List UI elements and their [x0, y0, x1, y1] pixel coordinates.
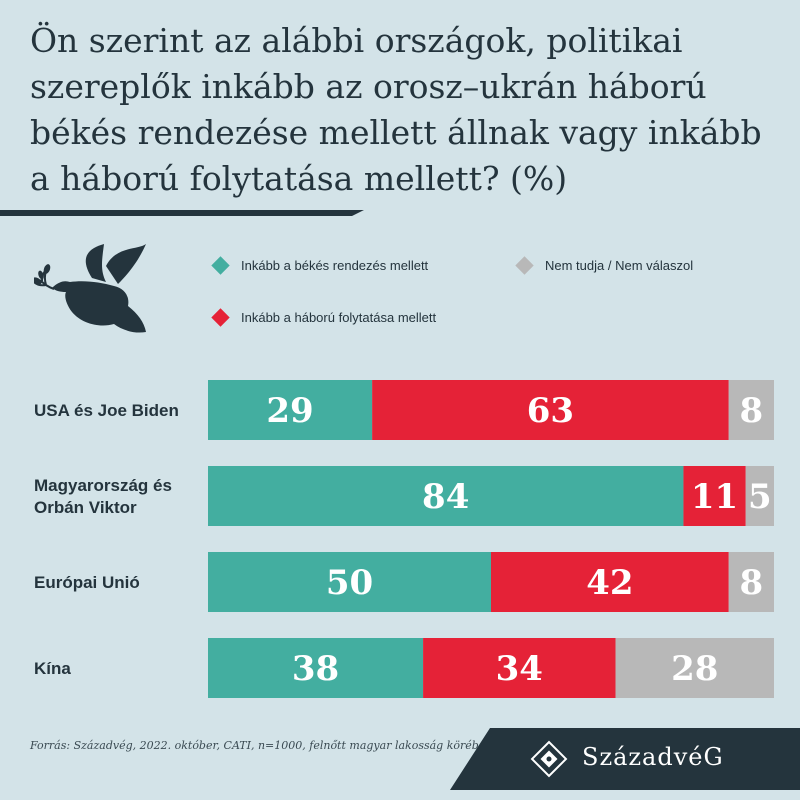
data-label-war: 63	[527, 391, 574, 431]
bar-segment-peace	[208, 638, 424, 698]
bar-segment-war	[491, 552, 729, 612]
data-label-dk: 8	[740, 563, 764, 603]
bar-segment-war	[683, 466, 746, 526]
data-label-dk: 8	[740, 391, 764, 431]
data-label-peace: 84	[422, 477, 469, 517]
stacked-bar-chart: USA és Joe Biden 29 63 8 Magyarország és Orbá…	[34, 380, 774, 698]
bar-segment-dk	[615, 638, 774, 698]
bar-segment-peace	[208, 380, 373, 440]
source-note: Forrás: Századvég, 2022. október, CATI, …	[30, 739, 493, 752]
data-label-dk: 28	[671, 649, 718, 689]
legend-item-dont-know: Nem tudja / Nem válaszol	[515, 256, 694, 275]
legend-item-war: Inkább a háború folytatása mellett	[211, 308, 437, 327]
title-underline	[0, 210, 364, 216]
category-label: Európai Unió	[34, 573, 140, 592]
legend-label-war: Inkább a háború folytatása mellett	[241, 310, 437, 325]
data-label-peace: 50	[326, 563, 373, 603]
bar-segment-war	[372, 380, 729, 440]
brand-name: SzázadvéG	[582, 743, 724, 771]
data-label-war: 34	[496, 649, 543, 689]
category-label: Kína	[34, 659, 71, 678]
bar-segment-peace	[208, 466, 684, 526]
bar-segment-peace	[208, 552, 491, 612]
brand-band: SzázadvéG	[450, 728, 800, 790]
category-label: USA és Joe Biden	[34, 401, 179, 420]
bar-segment-dk	[728, 552, 774, 612]
data-label-dk: 5	[748, 477, 772, 517]
bar-segment-dk	[728, 380, 774, 440]
data-label-peace: 38	[292, 649, 339, 689]
chart-title: Ön szerint az alábbi országok, politikai…	[30, 21, 762, 198]
bar-segment-war	[423, 638, 616, 698]
data-label-peace: 29	[266, 391, 313, 431]
szazadveg-logo-icon	[530, 740, 568, 778]
legend-label-peace: Inkább a békés rendezés mellett	[241, 258, 429, 273]
dove-icon	[34, 244, 146, 333]
legend-item-peace: Inkább a békés rendezés mellett	[211, 256, 429, 275]
bar-segment-dk	[745, 466, 774, 526]
legend-label-dont-know: Nem tudja / Nem válaszol	[545, 258, 694, 273]
legend-swatch-dont-know	[515, 256, 534, 275]
data-label-war: 11	[691, 477, 738, 517]
legend-swatch-peace	[211, 256, 230, 275]
data-label-war: 42	[586, 563, 633, 603]
category-label: Magyarország és Orbán Viktor	[34, 476, 172, 517]
legend-swatch-war	[211, 308, 230, 327]
